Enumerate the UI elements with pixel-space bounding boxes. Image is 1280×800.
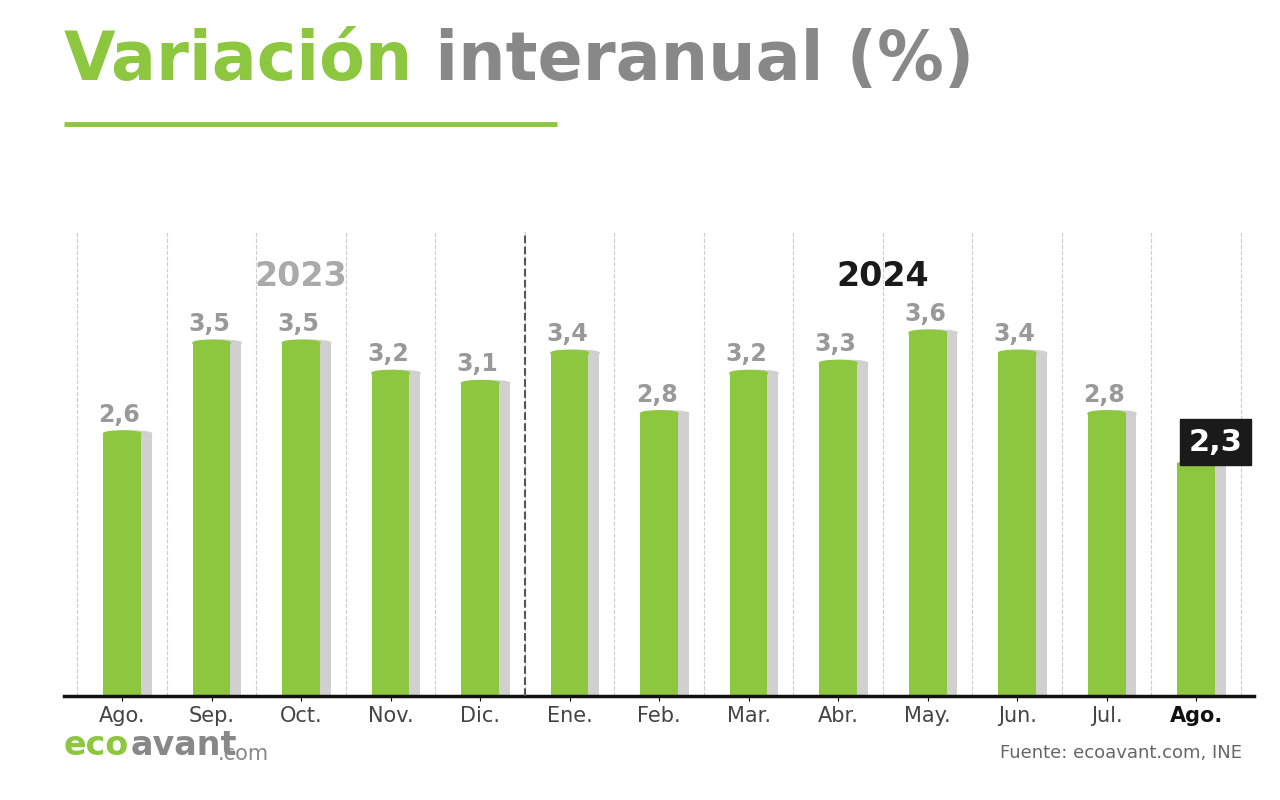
Text: 3,4: 3,4 xyxy=(547,322,588,346)
Ellipse shape xyxy=(1178,462,1215,466)
Bar xyxy=(558,353,599,696)
Text: 3,4: 3,4 xyxy=(993,322,1036,346)
Bar xyxy=(461,383,499,696)
Ellipse shape xyxy=(737,370,778,376)
Text: Variación: Variación xyxy=(64,28,413,94)
Text: 3,6: 3,6 xyxy=(904,302,946,326)
Text: avant: avant xyxy=(131,729,237,762)
Text: 2023: 2023 xyxy=(255,259,348,293)
Bar xyxy=(827,363,868,696)
Bar xyxy=(1178,464,1215,696)
Bar xyxy=(640,414,678,696)
Bar xyxy=(737,374,778,696)
Ellipse shape xyxy=(909,330,946,336)
Ellipse shape xyxy=(379,370,420,376)
Ellipse shape xyxy=(730,370,768,376)
Bar xyxy=(110,434,152,696)
Bar xyxy=(379,374,420,696)
Text: 3,5: 3,5 xyxy=(188,312,230,336)
Bar xyxy=(468,383,509,696)
Bar xyxy=(193,343,230,696)
Text: 2,8: 2,8 xyxy=(636,382,677,406)
Bar xyxy=(1006,353,1047,696)
Ellipse shape xyxy=(289,340,330,346)
Text: interanual (%): interanual (%) xyxy=(412,28,974,94)
Text: 3,1: 3,1 xyxy=(457,352,498,376)
Bar xyxy=(648,414,689,696)
Text: 2024: 2024 xyxy=(837,259,929,293)
Bar xyxy=(1088,414,1125,696)
Ellipse shape xyxy=(200,340,241,346)
Bar xyxy=(372,374,410,696)
Ellipse shape xyxy=(640,410,678,416)
Ellipse shape xyxy=(1096,410,1137,416)
Bar xyxy=(916,333,957,696)
Ellipse shape xyxy=(283,340,320,346)
Text: 2,3: 2,3 xyxy=(1189,428,1243,457)
Bar xyxy=(998,353,1036,696)
Ellipse shape xyxy=(104,431,141,437)
Bar xyxy=(550,353,589,696)
Ellipse shape xyxy=(461,381,499,386)
Ellipse shape xyxy=(819,360,858,366)
Text: .com: .com xyxy=(218,744,269,764)
Bar xyxy=(730,374,768,696)
Ellipse shape xyxy=(550,350,589,356)
Bar xyxy=(200,343,241,696)
Text: 2,8: 2,8 xyxy=(1083,382,1125,406)
Ellipse shape xyxy=(468,381,509,386)
Ellipse shape xyxy=(998,350,1036,356)
Bar xyxy=(1096,414,1137,696)
Bar xyxy=(104,434,141,696)
Text: 2,6: 2,6 xyxy=(99,402,141,426)
Ellipse shape xyxy=(827,360,868,366)
Ellipse shape xyxy=(1006,350,1047,356)
Text: eco: eco xyxy=(64,729,129,762)
Text: 3,2: 3,2 xyxy=(367,342,408,366)
Ellipse shape xyxy=(1088,410,1125,416)
Text: 3,2: 3,2 xyxy=(726,342,767,366)
Bar xyxy=(289,343,330,696)
Ellipse shape xyxy=(648,410,689,416)
Ellipse shape xyxy=(372,370,410,376)
Ellipse shape xyxy=(916,330,957,336)
Text: 3,5: 3,5 xyxy=(278,312,320,336)
Ellipse shape xyxy=(110,431,152,437)
Bar xyxy=(909,333,946,696)
Bar xyxy=(819,363,858,696)
Ellipse shape xyxy=(193,340,230,346)
Ellipse shape xyxy=(558,350,599,356)
Text: 3,3: 3,3 xyxy=(814,332,856,356)
Ellipse shape xyxy=(1184,462,1226,466)
Bar xyxy=(1184,464,1226,696)
Text: Fuente: ecoavant.com, INE: Fuente: ecoavant.com, INE xyxy=(1000,744,1242,762)
Bar xyxy=(283,343,320,696)
